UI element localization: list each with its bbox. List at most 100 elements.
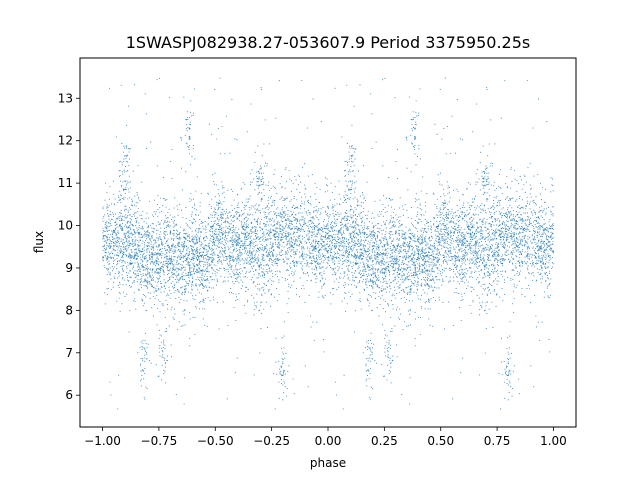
data-point [314, 272, 316, 275]
data-point [291, 238, 293, 240]
data-point [360, 272, 362, 274]
data-point [117, 226, 119, 228]
data-point [202, 308, 204, 310]
data-point [333, 281, 335, 283]
data-point [160, 219, 162, 222]
data-point [484, 249, 486, 252]
data-point [122, 260, 124, 262]
data-point [316, 186, 318, 189]
data-point [368, 305, 370, 307]
data-point [392, 259, 394, 261]
data-point [353, 264, 355, 266]
data-point [117, 218, 119, 220]
data-point [244, 230, 246, 232]
data-point [196, 233, 198, 235]
data-point [521, 206, 523, 208]
data-point [123, 241, 125, 244]
data-point [236, 299, 238, 301]
data-point [182, 230, 184, 232]
data-point [323, 224, 325, 226]
data-point [281, 196, 283, 198]
data-point [493, 238, 496, 240]
data-point [271, 260, 273, 262]
data-point [168, 294, 170, 296]
data-point [358, 273, 360, 275]
data-point [525, 234, 527, 236]
data-point [225, 218, 227, 220]
data-point [474, 209, 476, 211]
data-point [220, 260, 222, 262]
data-point [406, 268, 408, 270]
data-point [475, 245, 477, 247]
data-point [180, 325, 182, 327]
data-point [290, 273, 293, 275]
data-point [457, 236, 459, 238]
data-point [526, 227, 528, 229]
data-point [202, 228, 204, 230]
data-point [293, 211, 295, 213]
data-point [393, 225, 395, 227]
data-point [289, 220, 291, 222]
data-point [179, 249, 181, 251]
data-point [232, 292, 234, 295]
data-point [514, 238, 516, 240]
data-point [371, 250, 373, 252]
data-point [376, 280, 378, 282]
data-point [201, 284, 204, 286]
data-point [360, 254, 362, 257]
data-point [414, 267, 417, 269]
data-point [380, 213, 382, 215]
data-point [526, 79, 528, 81]
data-point [380, 297, 382, 299]
data-point [504, 232, 507, 234]
data-point [290, 287, 292, 289]
data-point [492, 238, 494, 240]
data-point [217, 262, 219, 264]
data-point [126, 225, 128, 227]
data-point [284, 277, 286, 280]
data-point [259, 241, 261, 243]
data-point [417, 277, 419, 279]
data-point [258, 283, 260, 285]
data-point [296, 199, 298, 201]
data-point [309, 251, 311, 253]
data-point [307, 238, 309, 240]
data-point [373, 225, 375, 227]
data-point [324, 294, 326, 296]
data-point [238, 241, 240, 243]
data-point [307, 275, 309, 277]
data-point [129, 225, 131, 227]
data-point [191, 235, 193, 237]
data-point [261, 274, 264, 276]
data-point [249, 237, 251, 239]
data-point [207, 217, 210, 219]
data-point [548, 270, 551, 272]
data-point [131, 282, 134, 284]
data-point [495, 257, 497, 259]
data-point [464, 242, 466, 244]
data-point [519, 236, 521, 238]
data-point [552, 225, 554, 227]
data-point [412, 282, 414, 284]
data-point [335, 220, 337, 222]
data-point [534, 212, 536, 214]
data-point [292, 239, 294, 241]
data-point [476, 239, 478, 241]
data-point [172, 233, 174, 235]
data-point [253, 297, 255, 299]
data-point [518, 198, 521, 200]
data-point [278, 259, 280, 261]
data-point [174, 250, 176, 252]
data-point [275, 117, 277, 119]
data-point [405, 277, 407, 279]
data-point [475, 263, 477, 265]
data-point [483, 217, 485, 219]
data-point [424, 218, 426, 221]
data-point [253, 219, 255, 221]
data-point [235, 227, 237, 229]
data-point [498, 173, 500, 175]
data-point [533, 233, 535, 235]
data-point [187, 264, 189, 266]
data-point [468, 182, 470, 184]
data-point [492, 271, 494, 273]
